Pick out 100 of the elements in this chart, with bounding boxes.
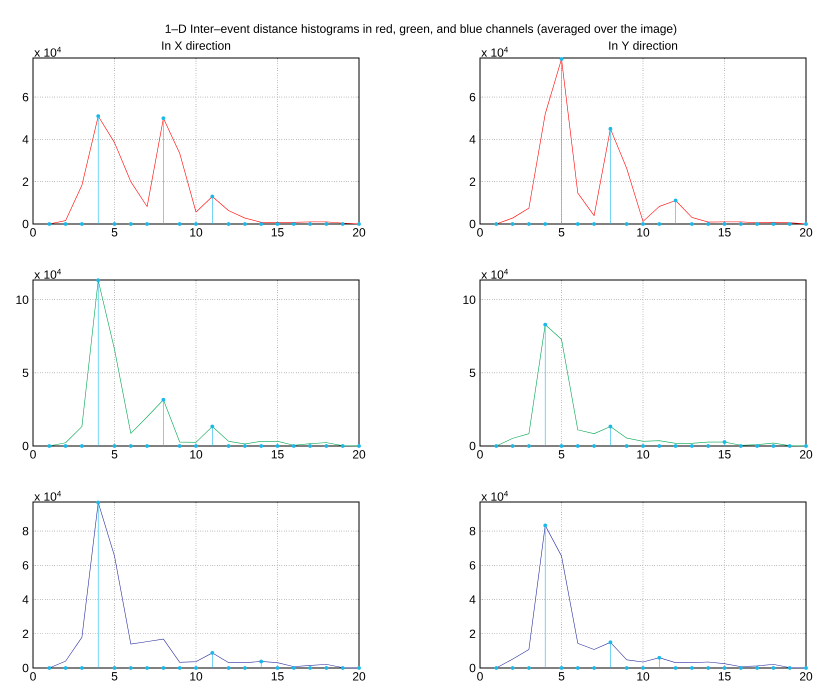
point [226,666,231,670]
point [259,444,264,448]
point [308,222,312,226]
point [674,666,678,670]
y-tick-label: 0 [470,442,476,450]
point [624,666,629,670]
y-tick-label: 8 [22,526,28,536]
text: x 10$^{4}$ [481,46,508,57]
point [706,222,710,226]
y-tick-label: 10 [16,296,28,304]
point [243,444,247,448]
x-tick-label: 5 [558,228,564,236]
point [510,666,515,670]
y-tick-label: 0 [22,664,28,672]
point [543,222,548,226]
point [178,222,182,226]
point [706,666,710,670]
point [494,444,498,448]
y-tick-label: 5 [22,368,28,378]
y-tick-label: 6 [470,561,476,570]
point [592,222,596,226]
point [259,660,264,664]
point [560,57,564,61]
point [706,444,710,448]
point [494,666,498,670]
y-tick-label: 4 [469,595,476,604]
x-tick-label: 20 [352,450,366,459]
x-tick-label: 15 [718,450,731,458]
point [64,222,68,226]
x-tick-label: 20 [800,672,812,681]
x-tick-label: 10 [637,450,650,459]
point [772,666,776,670]
point [210,424,214,428]
point [641,222,645,226]
point [641,666,645,670]
chart-title: In X direction [162,41,230,50]
y-tick-label: 2 [470,630,476,638]
point [292,222,296,226]
point [510,222,515,226]
text: x 10$^{4}$ [34,490,62,501]
point [128,444,133,448]
point [772,222,776,226]
point [324,222,328,226]
point [178,666,182,670]
point [276,666,280,670]
x-tick-label: 10 [190,672,202,681]
point [804,222,808,226]
x-tick-label: 5 [112,228,118,236]
point [145,444,150,448]
text: 1–D Inter–event distance histograms in red, green, and blue channels (averaged over the image) [166,24,676,36]
point [47,444,52,448]
point [755,444,760,448]
x-tick-label: 5 [112,672,118,681]
point [340,222,345,226]
y-tick-label: 8 [470,526,476,536]
point [624,444,629,448]
point [788,666,792,670]
point [47,666,52,670]
point [96,500,100,504]
point [527,666,531,670]
point [357,444,361,448]
point [357,222,361,226]
y-tick-label: 4 [469,135,476,144]
point [64,444,68,448]
y-tick-label: 6 [22,92,28,102]
x-tick-label: 15 [718,672,731,681]
point [608,424,612,428]
y-tick-label: 4 [22,595,28,604]
text: x 10$^{4}$ [34,46,62,57]
x-tick-label: 15 [272,672,284,681]
point [772,444,776,448]
x-tick-label: 0 [30,228,36,237]
x-tick-label: 0 [477,228,483,237]
x-tick-label: 15 [272,228,284,236]
point [576,222,580,226]
y-tick-label: 0 [22,220,28,228]
x-tick-label: 20 [352,228,366,237]
point [324,444,328,448]
x-tick-label: 0 [477,450,483,459]
point [80,444,84,448]
point [738,666,743,670]
chart-title: In Y direction [609,41,678,50]
point [755,222,760,226]
point [226,444,231,448]
y-tick-label: 0 [22,442,28,450]
x-tick-label: 15 [272,450,284,458]
point [112,222,116,226]
point [96,278,100,282]
y-tick-label: 4 [22,135,28,144]
point [357,666,361,670]
point [543,524,548,528]
point [308,444,312,448]
y-tick-label: 5 [470,368,476,378]
x-tick-label: 5 [558,672,564,681]
text: x 10$^{4}$ [481,268,508,279]
point [276,222,280,226]
point [674,444,678,448]
x-tick-label: 20 [800,228,812,237]
x-tick-label: 5 [112,450,118,458]
point [576,666,580,670]
